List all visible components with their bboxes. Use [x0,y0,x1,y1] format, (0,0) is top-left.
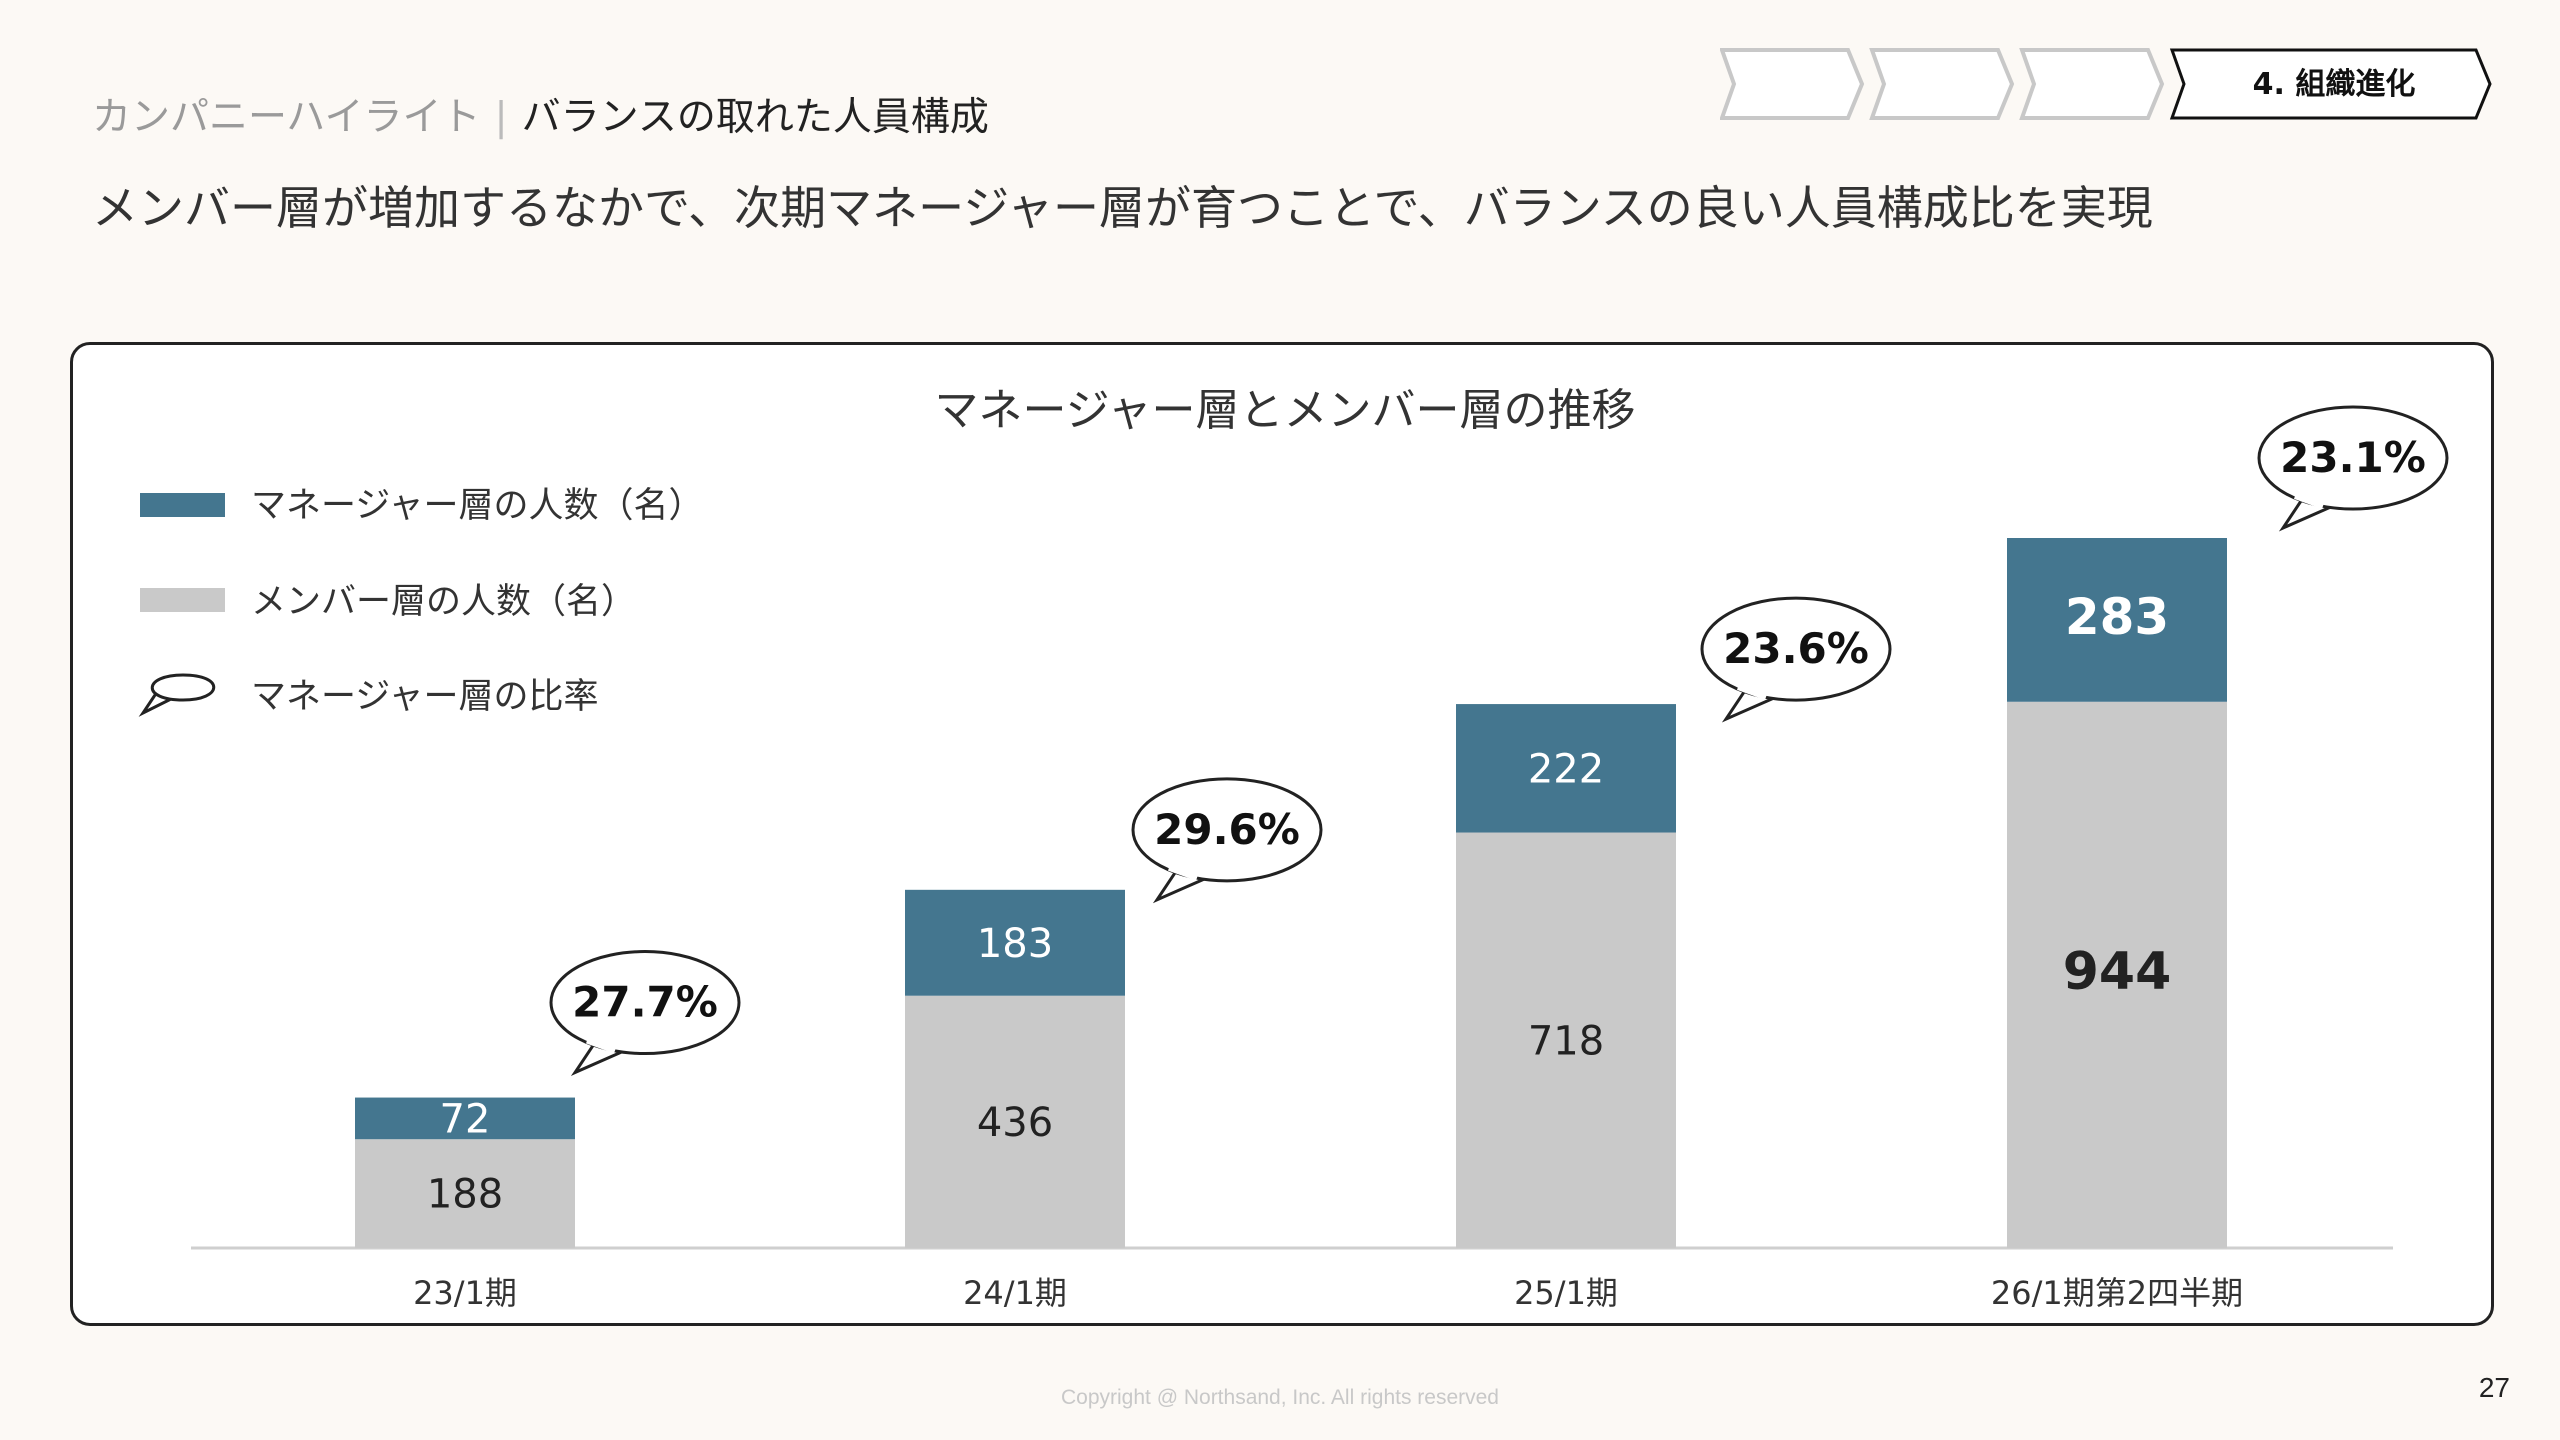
x-tick-label: 24/1期 [963,1274,1067,1312]
ratio-bubble [1700,596,1892,702]
bubble-joint [1167,864,1199,881]
data-label-member: 188 [427,1172,503,1218]
data-label-member: 718 [1528,1018,1604,1064]
x-tick-label: 23/1期 [413,1274,517,1312]
breadcrumb: カンパニーハイライト | バランスの取れた人員構成 [92,86,989,142]
bar-member [355,1139,575,1248]
data-label-manager: 222 [1528,746,1604,792]
legend-swatch-manager [140,493,225,517]
legend-label-ratio: マネージャー層の比率 [251,677,599,717]
chart-title: マネージャー層とメンバー層の推移 [935,385,1636,436]
data-label-manager: 283 [2065,588,2169,646]
x-tick-label: 25/1期 [1514,1274,1618,1312]
bar-member [1456,832,1676,1248]
legend: マネージャー層の人数（名） メンバー層の人数（名） マネージャー層の比率 [138,486,704,717]
bubble-joint [1736,684,1768,700]
chart-panel: マネージャー層とメンバー層の推移 マネージャー層の人数（名） メンバー層の人数（… [70,342,2494,1326]
ratio-bubble [1131,777,1323,883]
ratio-bubble [549,950,741,1056]
bubble-joint [2293,493,2325,509]
step-3 [2019,48,2165,120]
stacked-bar-chart: マネージャー層とメンバー層の推移 マネージャー層の人数（名） メンバー層の人数（… [138,385,2449,1312]
ratio-label: 23.6% [1723,624,1869,673]
step-2 [1869,48,2015,120]
breadcrumb-section: カンパニーハイライト [92,95,481,140]
bar-member [905,995,1125,1248]
bar-member [2007,701,2227,1248]
ratio-label: 29.6% [1154,805,1300,854]
page-title: メンバー層が増加するなかで、次期マネージャー層が育つことで、バランスの良い人員構… [92,181,2153,235]
speech-bubble-icon [138,673,216,717]
bar-manager [2007,538,2227,702]
bar-manager [355,1097,575,1140]
bubble-joint [585,1037,617,1054]
data-label-member: 944 [2063,942,2172,1002]
copyright: Copyright @ Northsand, Inc. All rights r… [1060,1386,1499,1409]
progress-steps: 4. 組織進化 [1720,48,2492,120]
step-1 [1720,48,1865,120]
x-tick-label: 26/1期第2四半期 [1991,1274,2243,1312]
breadcrumb-separator: | [494,95,508,140]
legend-label-manager: マネージャー層の人数（名） [251,486,704,526]
step-4 [2169,48,2492,120]
legend-label-member: メンバー層の人数（名） [251,582,636,622]
ratio-label: 23.1% [2280,433,2426,482]
bar-manager [905,889,1125,996]
ratio-label: 27.7% [572,978,718,1027]
ratio-bubble [2257,405,2449,511]
data-label-manager: 72 [440,1096,491,1142]
data-label-manager: 183 [977,921,1053,967]
step-label: 4. 組織進化 [2253,67,2416,102]
legend-swatch-member [140,588,225,612]
page-number: 27 [2478,1372,2510,1403]
bar-manager [1456,704,1676,833]
data-label-member: 436 [977,1100,1053,1146]
breadcrumb-current: バランスの取れた人員構成 [521,95,989,140]
